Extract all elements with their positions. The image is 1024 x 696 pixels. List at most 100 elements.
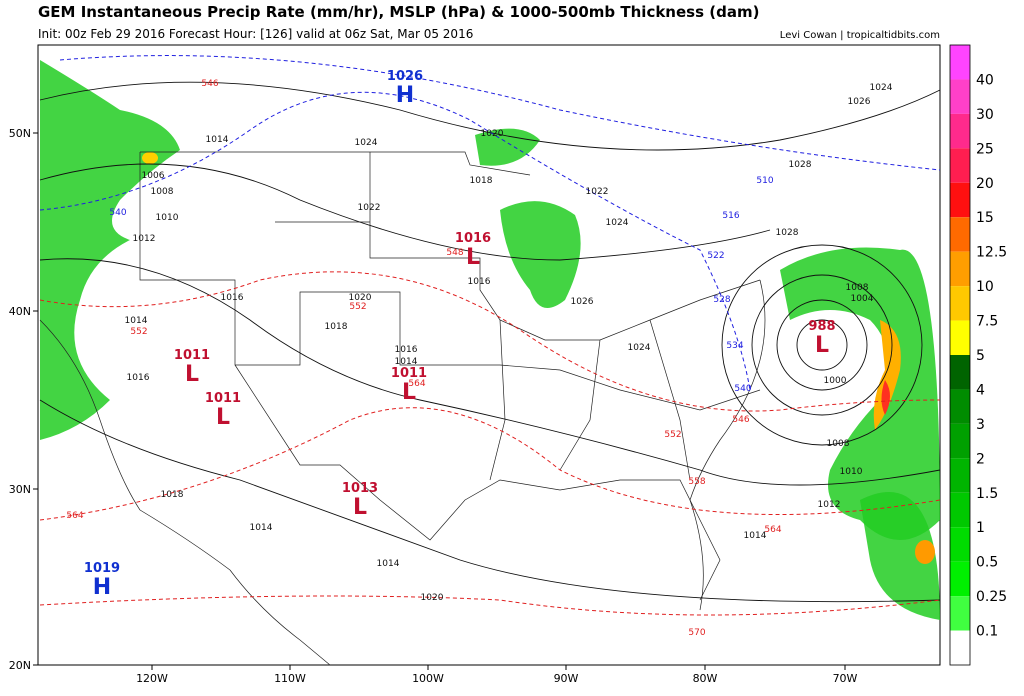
isobar-label: 1024 [628,343,651,353]
isobar-label: 1022 [586,187,609,197]
colorbar-label: 1 [976,520,985,536]
precip-heavy [142,152,158,164]
isobar-label: 1014 [250,523,273,533]
thickness-label: 570 [688,628,705,638]
isobar-label: 1018 [470,176,493,186]
credit: Levi Cowan | tropicaltidbits.com [780,30,940,41]
isobar-label: 1014 [395,357,418,367]
thickness-label: 528 [713,295,730,305]
isobar-label: 1000 [824,376,847,386]
lon-label: 100W [412,672,444,685]
colorbar-label: 40 [976,72,994,88]
thickness-label: 546 [201,79,218,89]
thickness-label: 540 [734,384,751,394]
colorbar-segment [950,286,970,321]
colorbar-frame [949,44,971,666]
isobar-label: 1014 [125,316,148,326]
isobar-label: 1022 [358,203,381,213]
thickness-label: 564 [66,511,83,521]
isobar-label: 1016 [127,373,150,383]
isobar-label: 1012 [818,500,841,510]
init-info: Init: 00z Feb 29 2016 Forecast Hour: [12… [38,27,473,41]
thickness-label: 540 [109,208,126,218]
thickness-line [59,55,941,171]
pressure-center-symbol: H [396,83,414,108]
isobar [39,258,941,486]
isobar-label: 1014 [744,531,767,541]
thickness-label: 564 [764,525,781,535]
isobar-label: 1016 [395,345,418,355]
colorbar-segment [950,113,970,149]
coastline [39,279,766,666]
isobar [39,81,941,151]
pressure-center-value: 1011 [174,348,210,363]
isobar-label: 1010 [840,467,863,477]
isobar-label: 1020 [481,129,504,139]
isobar-label: 1024 [355,138,378,148]
colorbar-segment [950,561,970,597]
pressure-center-value: 1019 [84,561,120,576]
lat-label: 20N [9,659,31,672]
precip-area [860,492,940,620]
colorbar-segment [950,492,970,528]
pressure-center-symbol: L [815,333,829,358]
isobar [721,244,923,446]
pressure-center-value: 1011 [205,391,241,406]
precip-area [500,201,581,308]
colorbar-label: 7.5 [976,314,998,330]
isobar-label: 1014 [206,135,229,145]
precip-area [780,247,940,540]
colorbar-label: 25 [976,141,994,157]
thickness-label: 552 [664,430,681,440]
isobar-label: 1014 [377,559,400,569]
isobar-label: 1018 [325,322,348,332]
colorbar-label: 0.25 [976,589,1007,605]
thickness-label: 552 [130,327,147,337]
colorbar-segment [950,527,970,562]
thickness-label: 516 [722,211,739,221]
colorbar-label: 0.1 [976,624,998,640]
colorbar-segment [950,251,970,287]
lat-label: 50N [9,127,31,140]
colorbar-segment [950,458,970,493]
isobar-label: 1016 [468,277,491,287]
isobar-label: 1004 [851,294,874,304]
colorbar-label: 0.5 [976,555,998,571]
map-area [37,44,941,666]
isobar-label: 1020 [349,293,372,303]
colorbar-segment [950,217,970,252]
isobar [796,319,848,371]
colorbar-label: 10 [976,279,994,295]
pressure-center-symbol: L [185,362,199,387]
precip-heavy [915,540,935,564]
isobar [751,274,893,416]
colorbar-segment [950,45,970,80]
isobar-label: 1026 [848,97,871,107]
pressure-center-symbol: L [466,245,480,270]
pressure-center-symbol: L [216,405,230,430]
thickness-line [39,407,941,521]
thickness-label: 534 [726,341,743,351]
lon-label: 90W [554,672,579,685]
thickness-label: 552 [349,302,366,312]
pressure-center-symbol: L [353,495,367,520]
isobar-label: 1012 [133,234,156,244]
colorbar-segment [950,79,970,114]
pressure-center-value: 1011 [391,366,427,381]
isobar-label: 1024 [606,218,629,228]
colorbar-label: 2 [976,451,985,467]
isobar-label: 1026 [571,297,594,307]
lon-label: 70W [833,672,858,685]
lon-label: 80W [693,672,718,685]
pressure-center-symbol: H [93,575,111,600]
isobar-label: 1018 [161,490,184,500]
precip-heavy [881,380,890,415]
pressure-center-value: 1013 [342,481,378,496]
colorbar-label: 20 [976,176,994,192]
colorbar-segment [950,630,970,665]
colorbar-segment [950,355,970,390]
thickness-label: 510 [756,176,773,186]
colorbar-segment [950,182,970,218]
isobar-label: 1016 [221,293,244,303]
